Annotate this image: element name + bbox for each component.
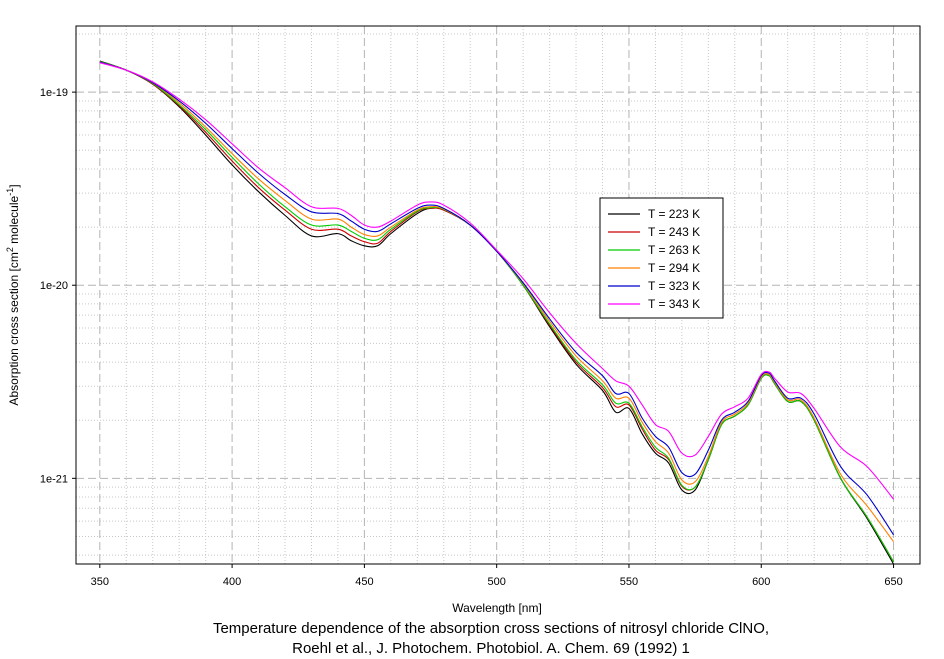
y-tick-label: 1e-21 [40, 473, 68, 485]
y-axis: 1e-19 1e-20 1e-21 [40, 87, 76, 485]
x-tick-label: 450 [355, 576, 373, 588]
x-tick-label: 350 [91, 576, 109, 588]
legend-label-6: T = 343 K [648, 297, 700, 311]
y-axis-title-sup1: 2 [5, 247, 15, 252]
x-tick-label: 550 [620, 576, 638, 588]
legend-label-5: T = 323 K [648, 279, 700, 293]
x-axis-title: Wavelength [nm] [452, 601, 542, 615]
legend-label-3: T = 263 K [648, 243, 700, 257]
x-tick-label: 400 [223, 576, 241, 588]
series-line-3 [99, 61, 895, 562]
x-tick-label: 500 [487, 576, 505, 588]
legend-label-1: T = 223 K [648, 207, 700, 221]
y-axis-title-part2: molecule [7, 195, 21, 247]
x-tick-label: 600 [752, 576, 770, 588]
x-axis: 350 400 450 500 550 600 650 [91, 564, 903, 588]
y-axis-title-part1: Absorption cross section [cm [7, 252, 21, 405]
caption-line-2: Roehl et al., J. Photochem. Photobiol. A… [292, 640, 690, 657]
y-axis-title: Absorption cross section [cm2 molecule-1… [5, 184, 21, 405]
caption-line-1: Temperature dependence of the absorption… [213, 620, 769, 637]
y-axis-title-part3: ] [7, 184, 21, 187]
legend-label-4: T = 294 K [648, 261, 700, 275]
series-line-6 [99, 62, 894, 500]
y-axis-title-sup2: -1 [5, 188, 15, 196]
legend-label-2: T = 243 K [648, 225, 700, 239]
y-tick-label: 1e-19 [40, 87, 68, 99]
y-tick-label: 1e-20 [40, 280, 68, 292]
plot-frame [75, 25, 921, 565]
series-line-5 [99, 61, 894, 536]
series-line-4 [99, 61, 894, 542]
x-tick-label: 650 [884, 576, 902, 588]
legend-box [599, 197, 724, 319]
legend: T = 223 K T = 243 K T = 263 K T = 294 K T = … [599, 197, 724, 319]
series-lines [99, 60, 895, 565]
